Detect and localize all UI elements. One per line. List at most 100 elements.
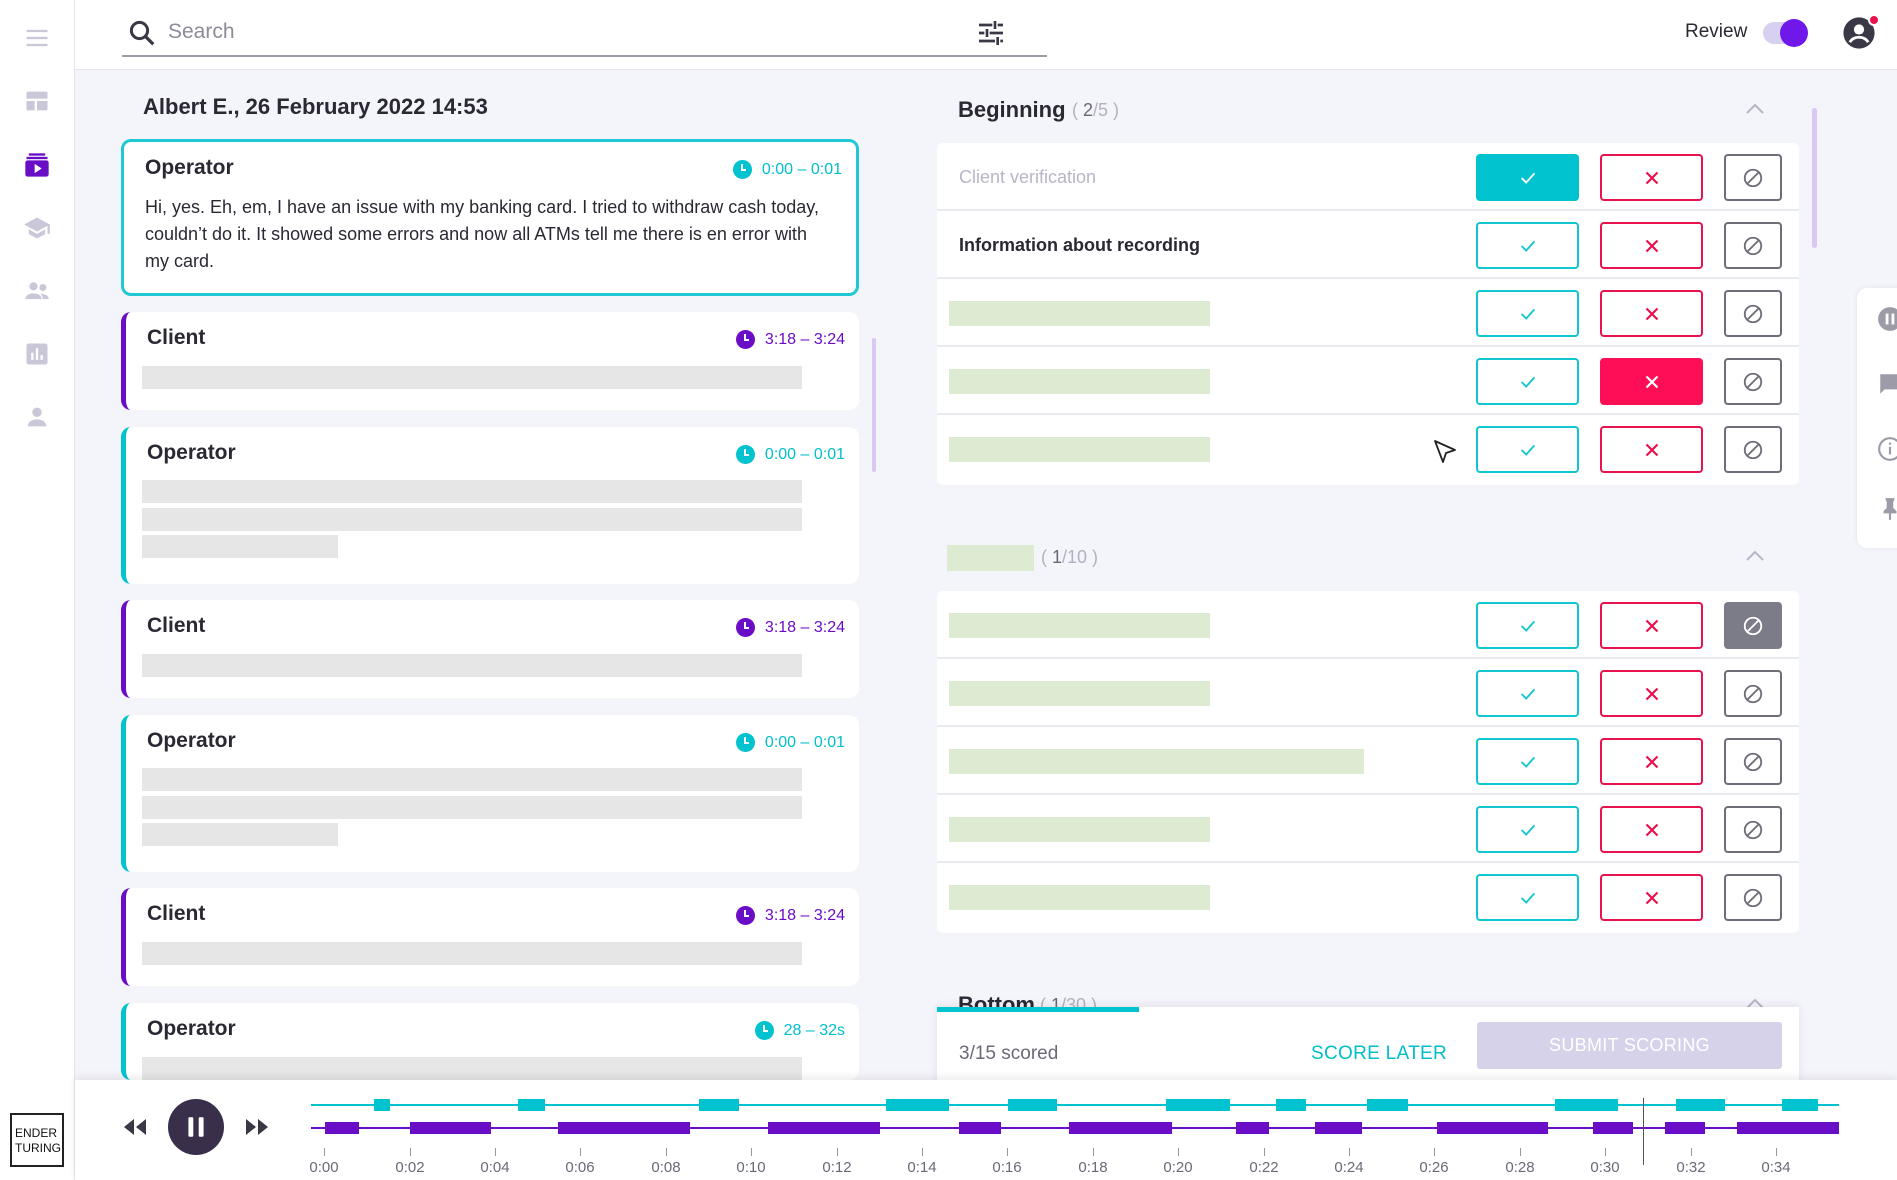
menu-icon[interactable]	[22, 23, 52, 53]
message-time: 28 – 32s	[754, 1021, 845, 1040]
scored-count: 3/15 scored	[959, 1043, 1059, 1064]
submit-scoring-button[interactable]: SUBMIT SCORING	[1477, 1022, 1782, 1069]
pause-button[interactable]	[168, 1099, 224, 1155]
operator-segment[interactable]	[886, 1099, 949, 1111]
client-segment[interactable]	[325, 1122, 359, 1134]
yes-button[interactable]	[1476, 738, 1579, 785]
client-segment[interactable]	[1315, 1122, 1362, 1134]
account-icon[interactable]	[1842, 14, 1880, 50]
training-icon[interactable]	[22, 213, 52, 243]
yes-button[interactable]	[1476, 426, 1579, 473]
search-icon[interactable]	[127, 18, 157, 48]
not-applicable-button[interactable]	[1724, 358, 1782, 405]
timeline-tick	[1093, 1148, 1094, 1156]
not-applicable-button[interactable]	[1724, 290, 1782, 337]
transcript-message[interactable]: Operator 0:00 – 0:01	[121, 715, 859, 872]
pause-circle-icon[interactable]	[1877, 306, 1897, 332]
timeline-tick	[1520, 1148, 1521, 1156]
block-icon	[1743, 236, 1763, 255]
score-later-button[interactable]: SCORE LATER	[1311, 1043, 1447, 1064]
profile-icon[interactable]	[22, 402, 52, 432]
not-applicable-button[interactable]	[1724, 222, 1782, 269]
playhead[interactable]	[1643, 1098, 1644, 1165]
not-applicable-button[interactable]	[1724, 602, 1782, 649]
timeline-label: 0:18	[1078, 1159, 1108, 1176]
no-button[interactable]	[1600, 738, 1703, 785]
transcript-message[interactable]: Client 3:18 – 3:24	[121, 600, 859, 698]
transcript-message[interactable]: Client 3:18 – 3:24	[121, 312, 859, 410]
not-applicable-button[interactable]	[1724, 738, 1782, 785]
yes-button[interactable]	[1476, 874, 1579, 921]
client-segment[interactable]	[1593, 1122, 1633, 1134]
client-segment[interactable]	[1437, 1122, 1548, 1134]
filter-icon[interactable]	[975, 17, 1007, 49]
operator-segment[interactable]	[1676, 1099, 1725, 1111]
reports-icon[interactable]	[22, 339, 52, 369]
review-toggle[interactable]	[1763, 19, 1808, 47]
yes-button[interactable]	[1476, 358, 1579, 405]
no-button[interactable]	[1600, 670, 1703, 717]
no-button[interactable]	[1600, 222, 1703, 269]
operator-segment[interactable]	[1367, 1099, 1408, 1111]
yes-button[interactable]	[1476, 290, 1579, 337]
not-applicable-button[interactable]	[1724, 426, 1782, 473]
close-icon	[1645, 307, 1658, 320]
no-button[interactable]	[1600, 602, 1703, 649]
yes-button[interactable]	[1476, 154, 1579, 201]
not-applicable-button[interactable]	[1724, 670, 1782, 717]
operator-segment[interactable]	[699, 1099, 739, 1111]
no-button[interactable]	[1600, 874, 1703, 921]
client-segment[interactable]	[410, 1122, 491, 1134]
dashboard-icon[interactable]	[22, 86, 52, 116]
no-button[interactable]	[1600, 426, 1703, 473]
chevron-up-icon[interactable]	[1745, 103, 1765, 115]
clock-icon	[735, 733, 755, 752]
calls-icon[interactable]	[22, 150, 52, 180]
client-segment[interactable]	[1236, 1122, 1269, 1134]
transcript-message[interactable]: Operator 28 – 32s	[121, 1003, 859, 1080]
yes-button[interactable]	[1476, 806, 1579, 853]
pin-icon[interactable]	[1877, 496, 1897, 522]
yes-button[interactable]	[1476, 602, 1579, 649]
scoring-progress-bar	[937, 1007, 1139, 1012]
chevron-up-icon[interactable]	[1745, 550, 1765, 562]
no-button[interactable]	[1600, 154, 1703, 201]
no-button[interactable]	[1600, 290, 1703, 337]
yes-button[interactable]	[1476, 222, 1579, 269]
fast-forward-icon[interactable]	[244, 1117, 270, 1137]
client-segment[interactable]	[1069, 1122, 1172, 1134]
criterion-row	[937, 591, 1799, 659]
transcript-message[interactable]: Client 3:18 – 3:24	[121, 888, 859, 986]
transcript-message[interactable]: Operator 0:00 – 0:01 Hi, yes. Eh, em, I …	[121, 139, 859, 296]
operator-segment[interactable]	[1166, 1099, 1230, 1111]
operator-segment[interactable]	[1276, 1099, 1306, 1111]
rewind-icon[interactable]	[122, 1117, 148, 1137]
transcript-scrollbar[interactable]	[872, 338, 876, 472]
transcript-message[interactable]: Operator 0:00 – 0:01	[121, 427, 859, 584]
operator-segment[interactable]	[1008, 1099, 1057, 1111]
team-icon[interactable]	[22, 276, 52, 306]
not-applicable-button[interactable]	[1724, 154, 1782, 201]
client-segment[interactable]	[1665, 1122, 1705, 1134]
operator-segment[interactable]	[1782, 1099, 1818, 1111]
no-button[interactable]	[1600, 358, 1703, 405]
client-segment[interactable]	[959, 1122, 1001, 1134]
chevron-up-icon[interactable]	[1745, 998, 1765, 1010]
client-segment[interactable]	[558, 1122, 690, 1134]
search-input[interactable]	[168, 16, 948, 48]
not-applicable-button[interactable]	[1724, 806, 1782, 853]
operator-segment[interactable]	[374, 1099, 390, 1111]
criterion-row	[937, 659, 1799, 727]
info-icon[interactable]	[1877, 436, 1897, 462]
operator-segment[interactable]	[1555, 1099, 1618, 1111]
not-applicable-button[interactable]	[1724, 874, 1782, 921]
yes-button[interactable]	[1476, 670, 1579, 717]
no-button[interactable]	[1600, 806, 1703, 853]
client-segment[interactable]	[768, 1122, 880, 1134]
close-icon	[1645, 171, 1658, 184]
client-segment[interactable]	[1737, 1122, 1839, 1134]
criteria-card: Client verification Information about re…	[937, 143, 1799, 485]
operator-segment[interactable]	[518, 1099, 545, 1111]
scoring-scrollbar[interactable]	[1812, 108, 1817, 248]
comment-icon[interactable]	[1877, 371, 1897, 397]
